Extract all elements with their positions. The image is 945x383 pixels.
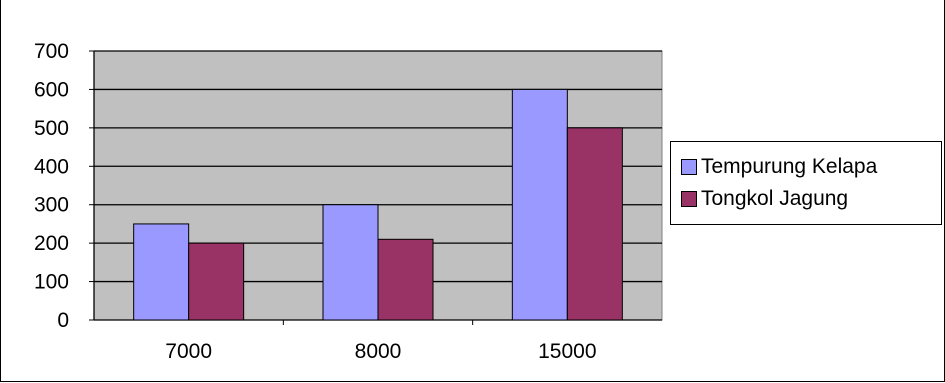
legend-item-tongkol-jagung: Tongkol Jagung bbox=[681, 184, 848, 214]
y-tick-label: 200 bbox=[34, 232, 69, 255]
legend-label-tempurung-kelapa: Tempurung Kelapa bbox=[701, 155, 878, 178]
y-tick-label: 300 bbox=[34, 194, 69, 217]
y-tick-label: 400 bbox=[34, 155, 69, 178]
x-tick-label: 15000 bbox=[538, 340, 596, 363]
bar-tempurung-kelapa-8000 bbox=[322, 204, 379, 321]
legend-swatch-tempurung-kelapa bbox=[681, 159, 697, 175]
y-tick-label: 600 bbox=[34, 78, 69, 101]
legend-swatch-tongkol-jagung bbox=[681, 191, 697, 207]
x-tick-label: 8000 bbox=[355, 340, 402, 363]
x-tick-label: 7000 bbox=[165, 340, 212, 363]
bar-tempurung-kelapa-15000 bbox=[511, 88, 568, 321]
y-tick-label: 500 bbox=[34, 117, 69, 140]
bar-tongkol-jagung-8000 bbox=[377, 238, 434, 321]
bar-tongkol-jagung-7000 bbox=[188, 242, 245, 321]
bar-tongkol-jagung-15000 bbox=[566, 127, 623, 321]
legend: Tempurung Kelapa Tongkol Jagung bbox=[670, 141, 942, 225]
y-tick-label: 700 bbox=[34, 40, 69, 63]
legend-item-tempurung-kelapa: Tempurung Kelapa bbox=[681, 152, 877, 182]
legend-label-tongkol-jagung: Tongkol Jagung bbox=[701, 187, 849, 210]
y-tick-label: 100 bbox=[34, 271, 69, 294]
bar-tempurung-kelapa-7000 bbox=[133, 223, 190, 321]
y-tick-label: 0 bbox=[57, 309, 69, 332]
